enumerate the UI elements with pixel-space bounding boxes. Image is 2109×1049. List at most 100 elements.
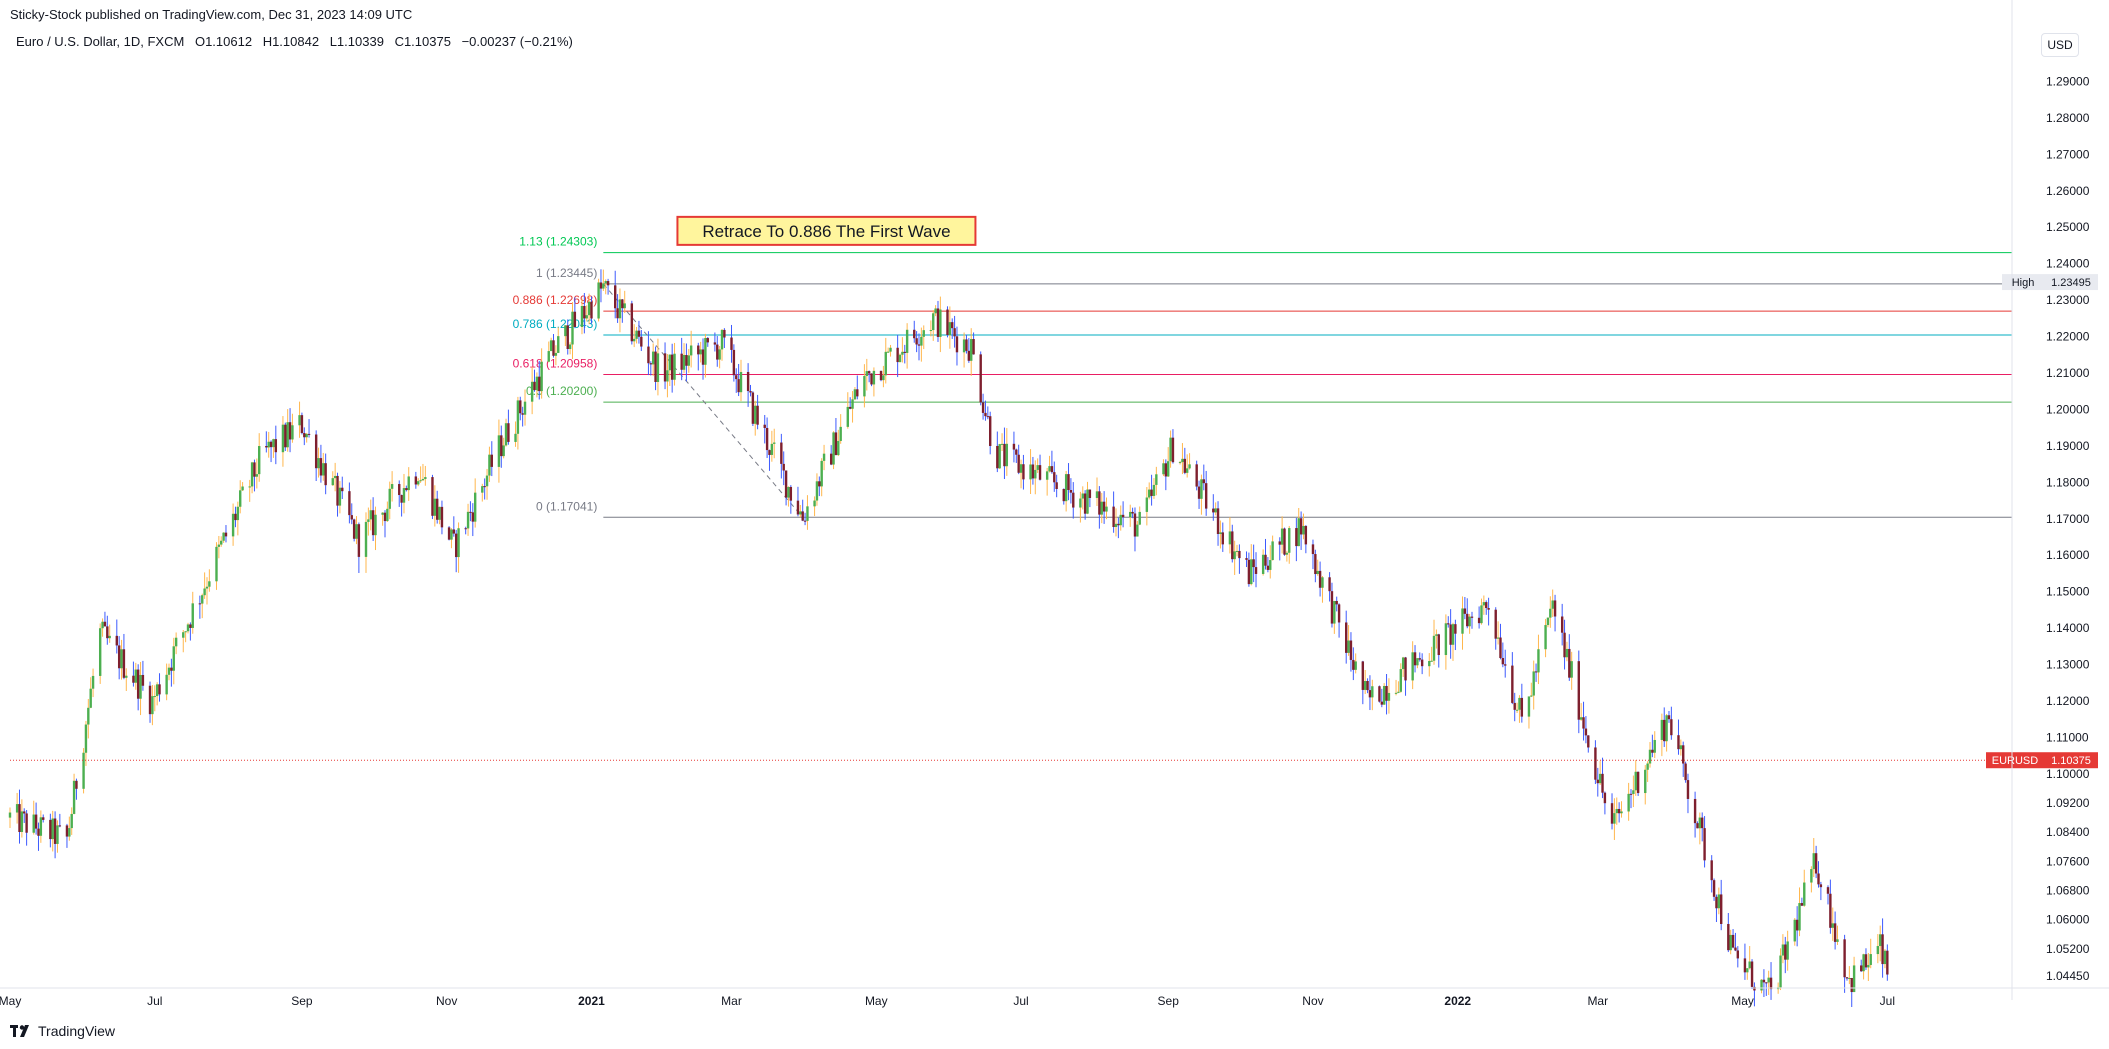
symbol-name[interactable]: Euro / U.S. Dollar, 1D, FXCM — [16, 34, 185, 49]
candle-body — [803, 520, 807, 522]
candle-body — [535, 376, 539, 391]
candle-body — [1114, 523, 1118, 528]
candle-body — [668, 354, 671, 371]
candle-body — [763, 424, 766, 428]
candle-body — [632, 338, 636, 342]
candle-body — [234, 513, 237, 521]
candle-body — [488, 454, 491, 476]
candle-body — [371, 510, 375, 536]
candle-body — [84, 724, 88, 753]
candle-body — [174, 637, 178, 647]
candle-body — [1646, 763, 1649, 770]
candle-body — [1769, 977, 1773, 990]
candle-body — [1563, 632, 1566, 658]
candle-body — [663, 353, 667, 382]
candle-body — [1701, 817, 1704, 829]
candle-body — [70, 813, 73, 829]
candle-body — [1167, 461, 1170, 477]
candle-body — [1311, 544, 1315, 555]
candle-body — [713, 342, 717, 345]
candle-body — [630, 303, 634, 342]
y-tick-label: 1.26000 — [2046, 184, 2090, 198]
candle-body — [65, 825, 69, 837]
candle-body — [585, 315, 588, 319]
candle-body — [101, 621, 104, 629]
candle-body — [765, 427, 769, 451]
fibonacci-retracement[interactable]: 1.13 (1.24303) 1 (1.23445) 0.886 (1.22698)… — [513, 235, 2012, 518]
candle-body — [217, 544, 221, 547]
candlestick-series — [8, 269, 1889, 1008]
candle-body — [846, 406, 849, 427]
candle-body — [1594, 747, 1597, 780]
candle-body — [1862, 954, 1865, 972]
y-tick-label: 1.21000 — [2046, 366, 2090, 380]
ohlc-high: H1.10842 — [262, 34, 320, 49]
candle-body — [265, 446, 268, 448]
candle-body — [319, 458, 323, 476]
candle-body — [1449, 624, 1452, 645]
candle-body — [1513, 702, 1516, 710]
candle-body — [780, 442, 783, 464]
candle-body — [198, 603, 202, 605]
last-price-tag: 1.10375 — [2051, 755, 2091, 767]
candle-body — [716, 344, 719, 360]
candle-body — [915, 338, 918, 345]
candle-body — [51, 818, 54, 840]
candle-body — [1518, 697, 1521, 710]
candle-body — [1651, 749, 1654, 753]
candle-body — [1195, 464, 1198, 487]
candle-body — [521, 413, 524, 415]
candle-body — [481, 486, 484, 493]
candle-body — [1200, 479, 1203, 499]
candle-body — [1461, 608, 1464, 634]
candle-body — [720, 329, 724, 350]
candle-body — [350, 515, 353, 520]
candle-body — [1829, 893, 1832, 928]
candle-body — [253, 462, 256, 477]
candle-body — [490, 454, 493, 467]
candle-body — [1750, 961, 1754, 987]
candle-body — [58, 825, 62, 827]
candle-body — [1418, 658, 1421, 660]
candle-body — [647, 346, 650, 364]
candle-body — [1617, 808, 1621, 814]
candle-body — [920, 336, 923, 346]
candle-body — [1515, 709, 1519, 711]
candle-body — [1045, 471, 1049, 480]
candle-body — [1511, 665, 1514, 703]
candle-body — [1347, 640, 1350, 653]
candle-body — [419, 480, 422, 482]
x-tick-label: Nov — [436, 994, 457, 1008]
candle-body — [1404, 657, 1407, 681]
candle-body — [832, 432, 835, 465]
candle-body — [1570, 661, 1573, 678]
candle-body — [167, 667, 171, 675]
candle-body — [606, 281, 610, 286]
y-tick-label: 1.20000 — [2046, 402, 2090, 416]
candle-body — [18, 804, 21, 833]
candle-body — [186, 624, 190, 632]
fib-level-label: 0.5 (1.20200) — [526, 384, 597, 398]
candle-body — [1387, 692, 1391, 701]
candle-body — [1302, 525, 1305, 535]
candle-body — [1817, 873, 1820, 885]
candle-body — [502, 445, 505, 457]
fib-trend-line — [602, 283, 804, 518]
candle-body — [250, 462, 254, 487]
candle-body — [1245, 558, 1248, 560]
time-axis[interactable]: May Jul Sep Nov 2021 Mar May Jul Sep Nov 2022 Mar Ma… — [0, 987, 2109, 1008]
candle-body — [751, 392, 755, 424]
candle-body — [1803, 882, 1806, 906]
candle-body — [922, 330, 925, 337]
candle-body — [856, 389, 859, 397]
candle-body — [1136, 524, 1139, 537]
currency-button[interactable]: USD — [2041, 33, 2079, 57]
candle-body — [1632, 790, 1635, 794]
price-axis[interactable]: 1.29000 1.28000 1.27000 1.26000 1.25000 1.240… — [2011, 0, 2090, 1000]
candle-body — [898, 354, 902, 363]
ohlc-close: C1.10375 — [394, 34, 451, 49]
candle-body — [571, 311, 574, 345]
candle-body — [1155, 474, 1158, 485]
candle-body — [75, 780, 78, 789]
